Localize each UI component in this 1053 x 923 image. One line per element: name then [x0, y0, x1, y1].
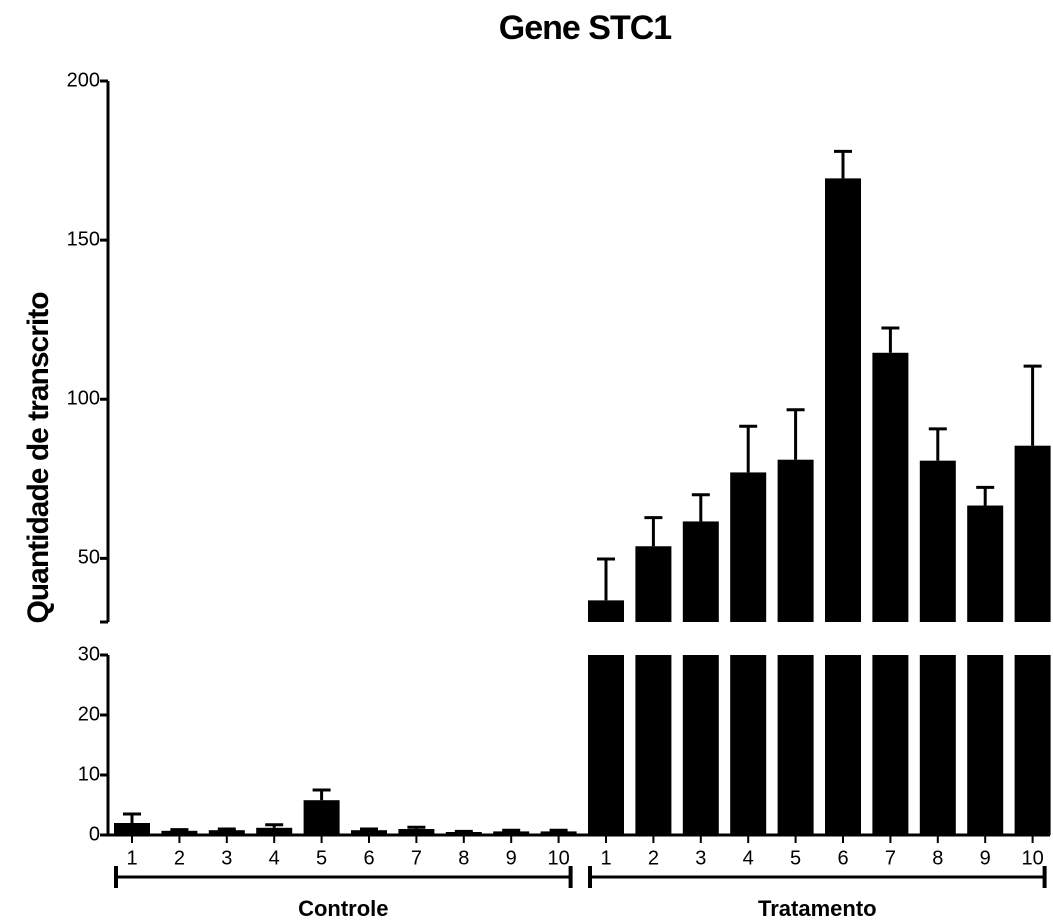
x-tick-label: 5	[316, 847, 327, 869]
bar	[967, 655, 1004, 835]
bar-upper	[825, 178, 861, 622]
bar	[445, 832, 482, 835]
bar	[398, 829, 435, 835]
y-axis-label: Quantidade de transcrito	[22, 292, 55, 624]
bar-upper	[919, 460, 956, 622]
bar-upper	[967, 505, 1004, 622]
y-tick-label: 10	[78, 763, 100, 785]
bar	[493, 831, 530, 835]
x-tick-label: 5	[790, 847, 801, 869]
bar	[1014, 655, 1051, 835]
x-tick-label: 2	[648, 847, 659, 869]
y-tick-label: 0	[89, 823, 100, 845]
bar-upper	[872, 352, 909, 622]
bar	[588, 655, 624, 835]
x-tick-label: 10	[547, 847, 569, 869]
bar-upper	[588, 600, 624, 622]
x-tick-label: 6	[837, 847, 848, 869]
x-tick-label: 3	[695, 847, 706, 869]
bar	[872, 655, 909, 835]
x-tick-label: 6	[363, 847, 374, 869]
bar	[825, 655, 861, 835]
bar	[303, 800, 340, 835]
bar	[919, 655, 956, 835]
y-tick-label: 200	[67, 69, 100, 91]
x-tick-label: 2	[174, 847, 185, 869]
x-tick-label: 7	[885, 847, 896, 869]
bar	[540, 831, 577, 835]
bar	[256, 827, 293, 835]
x-tick-label: 4	[743, 847, 754, 869]
x-tick-label: 8	[458, 847, 469, 869]
y-tick-label: 30	[78, 643, 100, 665]
bar-upper	[730, 472, 767, 622]
group-label: Tratamento	[758, 896, 877, 921]
y-tick-label: 150	[67, 228, 100, 250]
x-tick-label: 8	[932, 847, 943, 869]
x-tick-label: 1	[600, 847, 611, 869]
x-tick-label: 7	[411, 847, 422, 869]
x-tick-label: 9	[980, 847, 991, 869]
bar-upper	[1014, 445, 1051, 622]
bar	[777, 655, 814, 835]
bar	[351, 830, 387, 835]
bar	[730, 655, 767, 835]
chart-title: Gene STC1	[499, 9, 671, 47]
bar	[635, 655, 672, 835]
y-tick-label: 50	[78, 547, 100, 569]
bar-upper	[635, 546, 672, 622]
bar	[114, 823, 150, 835]
bar	[161, 830, 198, 835]
bar	[208, 830, 245, 835]
x-tick-label: 1	[126, 847, 137, 869]
bar-upper	[682, 521, 719, 622]
y-tick-label: 20	[78, 703, 100, 725]
bar-upper	[777, 459, 814, 622]
x-tick-label: 3	[221, 847, 232, 869]
group-label: Controle	[298, 896, 388, 921]
y-tick-label: 100	[67, 388, 100, 410]
x-tick-label: 9	[506, 847, 517, 869]
bar	[682, 655, 719, 835]
x-tick-label: 10	[1021, 847, 1043, 869]
x-tick-label: 4	[269, 847, 280, 869]
